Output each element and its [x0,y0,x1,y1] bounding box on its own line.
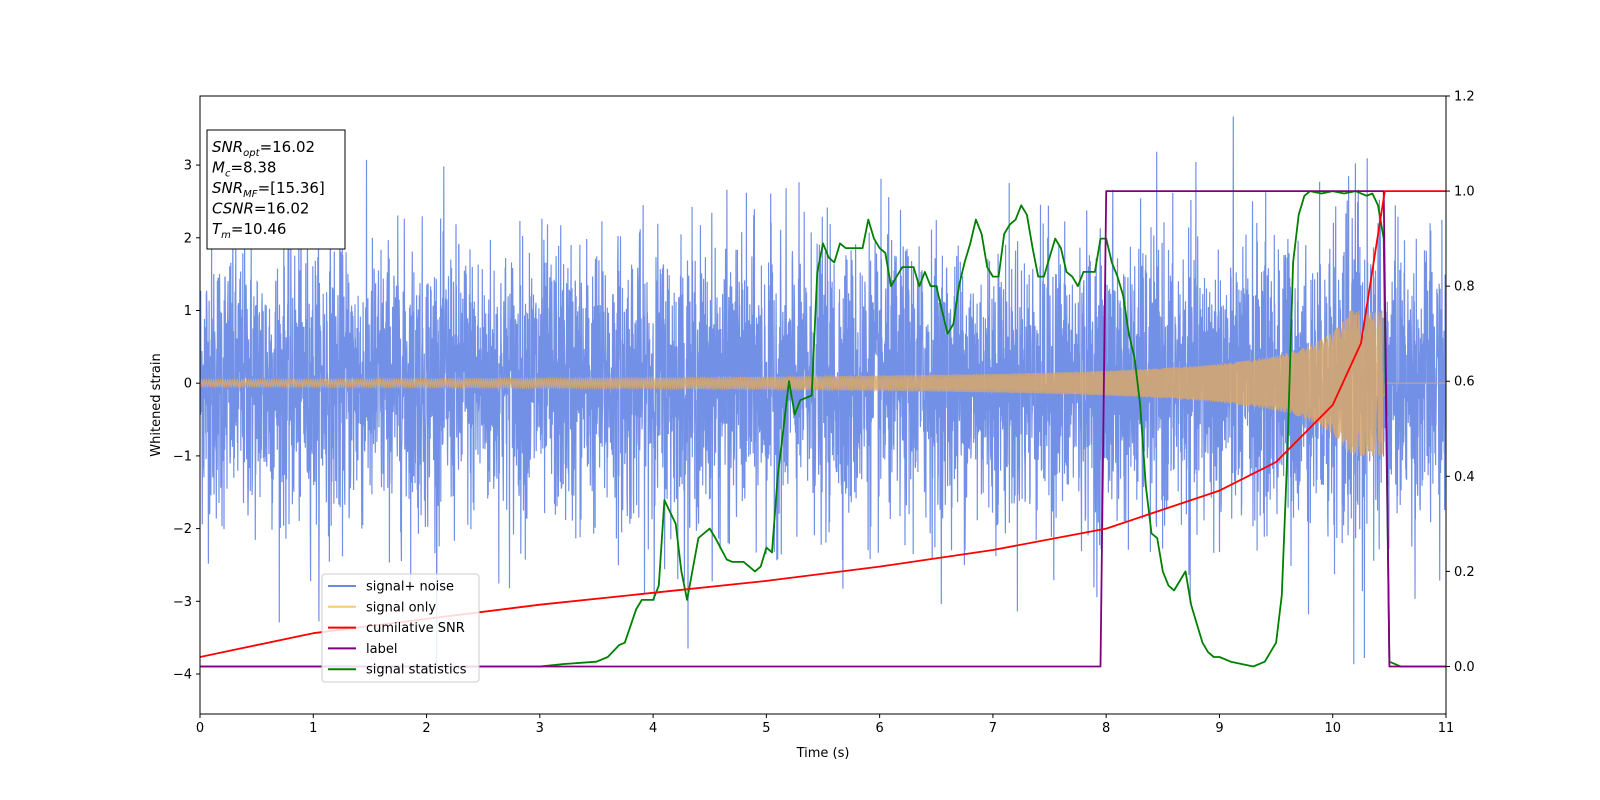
legend-label: label [366,642,397,657]
annotation-box-frame [206,129,346,250]
annotation-line: Mc=8.38 [212,159,276,180]
y-left-tick-label: 3 [184,159,192,174]
y-right-tick-label: 0.6 [1454,375,1475,390]
x-tick-label: 1 [309,721,317,736]
x-tick-label: 7 [989,721,997,736]
annotation-line: SNRMF=[15.36] [212,179,325,200]
legend-frame [321,573,480,683]
y-right-tick-label: 0.0 [1454,660,1475,675]
plot-area [200,116,1446,668]
annotation-line: Tm=10.46 [212,220,286,241]
y-right-tick-label: 1.0 [1454,185,1475,200]
y-right-tick-label: 0.2 [1454,565,1475,580]
y-left-tick-label: −2 [173,522,192,537]
x-axis-label: Time (s) [796,746,850,761]
series-line-signal-statistics [200,190,1446,668]
legend-label: signal statistics [366,663,467,678]
y-left-tick-label: 1 [184,304,192,319]
x-tick-label: 10 [1324,721,1341,736]
y-right-tick-label: 0.8 [1454,280,1475,295]
signal-only-series [200,310,1446,456]
x-axis: 0 1 2 3 4 5 6 7 8 9 10 11 [196,714,1454,736]
y-axis-label: Whitened strain [149,353,164,456]
y-axis-left: −4 −3 −2 −1 0 1 2 3 [173,159,200,683]
y-right-tick-label: 0.4 [1454,470,1475,485]
x-tick-label: 6 [875,721,883,736]
x-tick-label: 9 [1215,721,1223,736]
y-right-tick-label: 1.2 [1454,90,1475,105]
x-tick-label: 8 [1102,721,1110,736]
x-tick-label: 2 [422,721,430,736]
series-line-label [200,190,1446,668]
x-tick-label: 11 [1438,721,1455,736]
y-left-tick-label: 2 [184,231,192,246]
y-axis-right: 0.0 0.2 0.4 0.6 0.8 1.0 1.2 [1446,90,1475,675]
annotation-line: CSNR=16.02 [212,200,309,218]
y-left-tick-label: −3 [173,595,192,610]
x-tick-label: 0 [196,721,204,736]
legend-label: cumilative SNR [366,621,465,636]
legend: signal+ noise signal only cumilative SNR la… [321,573,480,683]
series-line-signal-only [200,310,1446,456]
x-tick-label: 4 [649,721,657,736]
legend-label: signal only [366,600,436,615]
plot-frame [199,95,1447,715]
y-left-tick-label: −4 [173,668,192,683]
legend-label: signal+ noise [366,580,454,595]
y-left-tick-label: −1 [173,449,192,464]
annotation-box: SNRopt=16.02Mc=8.38SNRMF=[15.36]CSNR=16.… [206,129,346,250]
y-left-tick-label: 0 [184,377,192,392]
annotation-line: SNRopt=16.02 [212,138,315,159]
x-tick-label: 5 [762,721,770,736]
x-tick-label: 3 [536,721,544,736]
